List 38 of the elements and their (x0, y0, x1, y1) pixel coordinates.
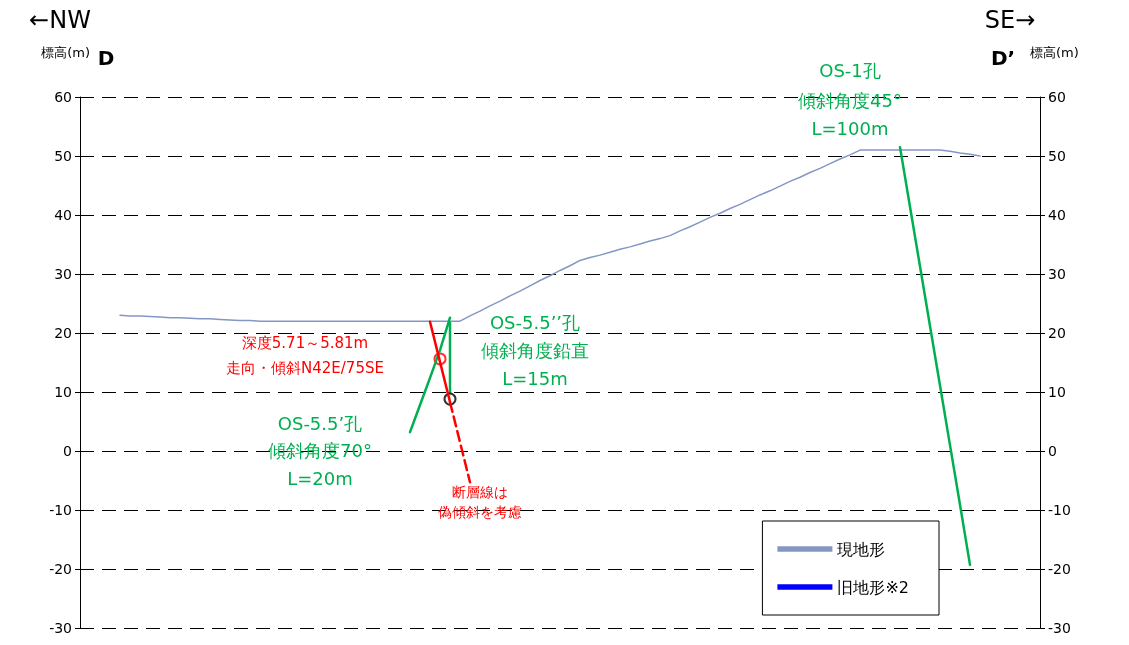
y2-axis-title: 標高(m) (1030, 45, 1079, 60)
y-tick-label: -20 (49, 561, 72, 577)
y-axis-title: 標高(m) (41, 45, 90, 60)
annotation: 傾斜角度鉛直 (481, 339, 589, 361)
y-tick-label: 50 (54, 148, 72, 164)
y2-tick-label: 40 (1048, 207, 1066, 223)
legend-label: 現地形 (837, 539, 886, 559)
annotation: L=15m (502, 367, 568, 389)
annotation: 深度5.71～5.81m (241, 334, 369, 352)
y-tick-label: 60 (54, 89, 72, 105)
text: D (97, 46, 115, 70)
text: ←NW (29, 6, 91, 34)
annotation: 走向・傾斜N42E/75SE (226, 359, 384, 377)
text: D’ (990, 46, 1016, 70)
y2-tick-label: 0 (1048, 443, 1057, 459)
annotation: OS-5.5’孔 (277, 412, 363, 434)
text: OS-1孔 (819, 59, 881, 81)
y2-tick-label: 20 (1048, 325, 1066, 341)
y2-tick-label: -30 (1048, 620, 1071, 636)
y-tick-label: 40 (54, 207, 72, 223)
y-tick-label: 10 (54, 384, 72, 400)
y2-tick-label: -10 (1048, 502, 1071, 518)
y-tick-label: 0 (63, 443, 72, 459)
annotation: L=20m (287, 467, 353, 489)
y2-tick-label: 10 (1048, 384, 1066, 400)
legend-label: 旧地形※2 (837, 577, 910, 597)
y-tick-label: -10 (49, 502, 72, 518)
y2-tick-label: 30 (1048, 266, 1066, 282)
annotation: L=100m (811, 117, 889, 139)
y2-tick-label: 50 (1048, 148, 1066, 164)
annotation: 断層線は (452, 484, 508, 500)
y2-tick-label: 60 (1048, 89, 1066, 105)
y-tick-label: -30 (49, 620, 72, 636)
annotation: OS-5.5’’孔 (489, 311, 581, 333)
text: SE→ (984, 6, 1036, 34)
y2-tick-label: -20 (1048, 561, 1071, 577)
y-tick-label: 20 (54, 325, 72, 341)
y-tick-label: 30 (54, 266, 72, 282)
